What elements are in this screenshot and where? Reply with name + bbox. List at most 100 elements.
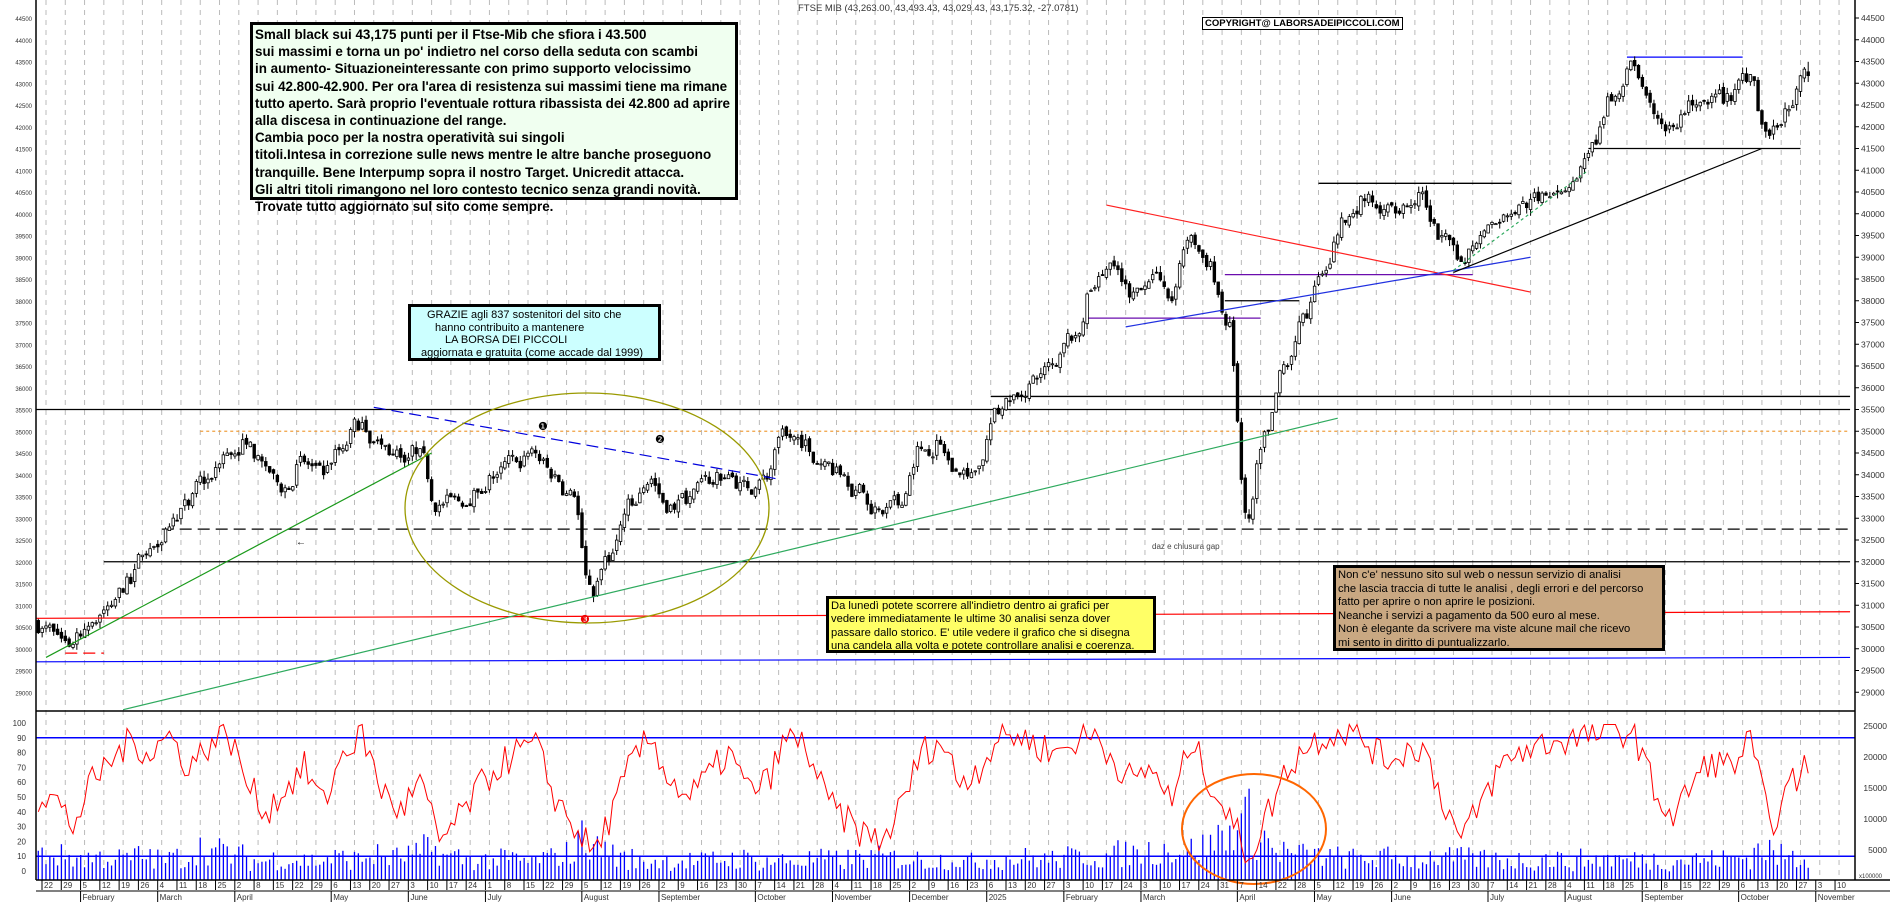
candle-body [1224,313,1228,326]
date-tick-label: 22 [545,881,554,890]
price-tick-label-right: 42500 [1861,100,1885,110]
candle-body [175,519,179,522]
date-tick-label: 20 [1027,881,1036,890]
price-tick-label-right: 33000 [1861,513,1885,523]
tan-line: Neanche i servizi a pagamento da 500 eur… [1338,609,1600,622]
candle-body [499,466,503,474]
month-label: September [1644,893,1683,902]
candle-body [1216,281,1220,295]
candle-body [1536,191,1540,202]
date-tick-label: 23 [969,881,978,890]
candles [36,56,1810,650]
candle-body [275,474,280,483]
grid [45,0,1840,880]
candle-body [1771,125,1776,135]
candle-body [271,469,276,474]
candle-body [406,457,411,461]
price-tick-label-right: 34000 [1861,470,1885,480]
date-tick-label: 28 [1548,881,1557,890]
candle-body [807,438,812,453]
candle-body [75,632,79,645]
candle-body [800,434,804,448]
candle-body [1058,353,1062,368]
candle-body [580,512,584,548]
candle-body [1235,363,1240,422]
candle-body [237,452,241,456]
price-tick-label-right: 38500 [1861,274,1885,284]
candle-body [973,470,977,473]
thanks-line: aggiornata e gratuita (come accade dal 1… [421,346,643,359]
candle-body [684,490,688,504]
comment-line: Cambia poco per la nostra operatività su… [255,130,565,146]
candle-body [1436,223,1440,240]
candle-body [1756,79,1760,112]
candle-body [1717,89,1722,95]
date-tick-label: 21 [1529,881,1538,890]
candle-body [622,513,627,528]
date-tick-label: 27 [1047,881,1056,890]
candle-body [726,474,731,480]
candle-body [1444,233,1448,237]
axes: 2900029000295002950030000300003050030500… [13,0,1890,902]
price-tick-label-left: 41500 [15,148,32,154]
date-tick-label: 10 [1837,881,1846,890]
candle-body [1150,274,1155,281]
oscillator-tick-label: 40 [17,808,26,817]
month-label: May [1316,893,1331,902]
tan-line: Non è elegante da scrivere ma viste alcu… [1338,623,1631,636]
candle-body [1447,234,1452,241]
date-tick-label: 29 [1721,881,1730,890]
candle-body [1532,192,1537,198]
candle-body [117,587,121,598]
candle-body [1679,114,1683,128]
date-tick-label: 3 [1143,881,1148,890]
candle-body [819,463,823,466]
candle-body [1093,287,1097,290]
candle-body [1039,373,1043,378]
candle-body [352,418,357,432]
candle-body [1582,158,1587,170]
candle-body [1108,262,1112,270]
date-tick-label: 13 [352,881,361,890]
candle-body [591,586,596,597]
candle-body [1339,217,1344,238]
candle-body [1054,364,1058,367]
candle-body [360,422,364,430]
candle-body [129,576,133,584]
candle-body [549,468,553,479]
date-tick-label: 16 [700,881,709,890]
candle-body [476,488,480,493]
price-tick-label-left: 31000 [15,604,32,610]
candle-body [445,494,449,504]
candle-body [429,479,434,501]
date-tick-label: 25 [1625,881,1634,890]
candle-body [1498,221,1502,224]
candle-body [132,569,137,582]
candle-body [345,444,349,451]
candle-body [86,625,91,631]
price-tick-label-right: 30500 [1861,622,1885,632]
candle-body [688,496,692,504]
date-tick-label: 22 [295,881,304,890]
candle-body [641,487,646,493]
comment-line: Small black sui 43,175 punti per il Ftse… [255,27,647,42]
price-tick-label-right: 44000 [1861,35,1885,45]
candle-body [383,444,388,447]
candle-body [1008,400,1012,403]
date-tick-label: 4 [1567,881,1572,890]
candle-body [1659,118,1664,125]
candle-body [1289,355,1294,365]
candle-body [291,486,295,491]
candle-body [1154,271,1159,274]
candle-body [159,542,164,546]
candle-body [325,465,330,473]
candle-body [1293,341,1298,357]
candle-body [850,483,854,497]
candle-body [48,624,52,628]
price-tick-label-left: 33000 [15,517,32,523]
date-tick-label: 16 [1432,881,1441,890]
date-tick-label: 17 [1182,881,1191,890]
candle-body [1031,375,1035,384]
candle-body [1629,60,1633,71]
date-tick-label: 2 [661,881,666,890]
